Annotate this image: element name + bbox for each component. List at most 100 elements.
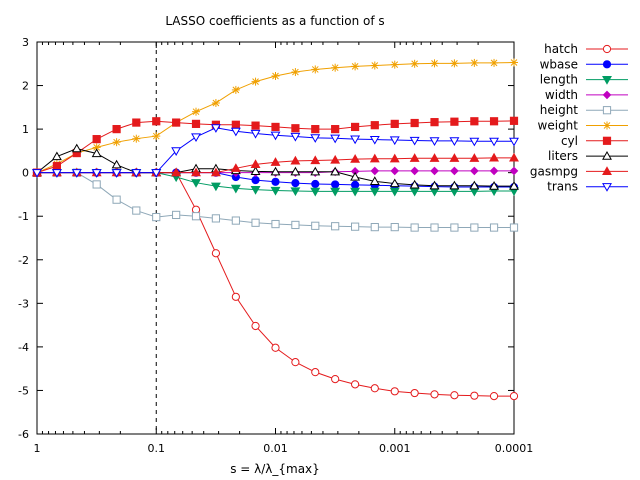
data-point-cyl bbox=[152, 117, 161, 126]
star-stroke bbox=[471, 59, 478, 67]
legend-swatch-marker bbox=[602, 76, 612, 85]
data-point-trans bbox=[91, 169, 102, 178]
data-point-weight bbox=[271, 71, 280, 80]
data-point-cyl bbox=[231, 120, 240, 129]
data-point-hatch bbox=[211, 249, 221, 258]
x-tick-label: 0.01 bbox=[263, 442, 288, 455]
data-point-liters bbox=[369, 176, 380, 185]
data-point-weight bbox=[410, 59, 419, 68]
legend-item-trans: trans bbox=[547, 180, 628, 194]
data-point-height bbox=[112, 195, 121, 204]
legend-swatch-marker bbox=[602, 44, 612, 54]
data-point-height bbox=[470, 223, 479, 232]
data-point-liters bbox=[290, 166, 301, 176]
data-point-gasmpg bbox=[191, 167, 201, 177]
data-point-weight bbox=[152, 132, 161, 141]
data-point-height bbox=[231, 216, 240, 225]
data-point-gasmpg bbox=[230, 163, 241, 172]
legend-item-cyl: cyl bbox=[561, 134, 628, 148]
data-point-height bbox=[291, 220, 300, 230]
data-point-height bbox=[351, 222, 360, 231]
data-point-wbase bbox=[271, 177, 280, 186]
data-point-cyl bbox=[509, 116, 519, 125]
legend-item-hatch: hatch bbox=[544, 42, 628, 56]
y-tick-label: 1 bbox=[22, 123, 29, 136]
data-point-cyl bbox=[470, 117, 479, 126]
data-point-liters bbox=[429, 180, 440, 190]
data-point-trans bbox=[270, 131, 281, 141]
data-point-hatch bbox=[231, 292, 240, 301]
data-point-length bbox=[310, 187, 321, 197]
data-point-liters bbox=[449, 180, 460, 190]
data-point-gasmpg bbox=[509, 152, 519, 162]
data-point-trans bbox=[51, 169, 62, 178]
data-point-trans bbox=[429, 137, 440, 146]
data-point-width bbox=[470, 166, 479, 176]
data-point-weight bbox=[430, 59, 439, 68]
data-point-wbase bbox=[351, 180, 360, 189]
data-point-gasmpg bbox=[449, 153, 460, 162]
legend-item-wbase: wbase bbox=[540, 57, 628, 71]
data-point-weight bbox=[390, 60, 399, 69]
legend-item-weight: weight bbox=[538, 119, 628, 133]
data-point-gasmpg bbox=[469, 153, 480, 162]
data-point-liters bbox=[409, 179, 420, 189]
data-point-length bbox=[369, 187, 380, 197]
data-point-weight bbox=[251, 77, 260, 86]
data-point-hatch bbox=[450, 391, 459, 400]
data-point-trans bbox=[131, 169, 142, 178]
data-point-gasmpg bbox=[489, 152, 500, 162]
y-tick-label: -2 bbox=[18, 254, 29, 267]
star-stroke bbox=[272, 72, 279, 80]
star-stroke bbox=[212, 99, 220, 107]
legend-item-width: width bbox=[545, 88, 628, 102]
legend-swatch-marker bbox=[602, 150, 612, 160]
data-point-trans bbox=[389, 136, 400, 146]
data-point-trans bbox=[71, 169, 82, 178]
data-point-width bbox=[410, 166, 419, 176]
star-stroke bbox=[490, 59, 498, 67]
data-point-trans bbox=[409, 136, 420, 146]
data-point-hatch bbox=[271, 343, 280, 352]
star-stroke bbox=[113, 138, 120, 146]
data-point-liters bbox=[389, 178, 400, 188]
data-point-liters bbox=[91, 148, 102, 158]
data-point-cyl bbox=[271, 122, 280, 132]
data-point-hatch bbox=[251, 321, 260, 331]
data-point-width bbox=[370, 166, 380, 176]
data-point-weight bbox=[470, 58, 479, 67]
data-point-cyl bbox=[450, 117, 459, 126]
data-point-liters bbox=[509, 181, 519, 190]
legend-label: width bbox=[545, 88, 578, 102]
data-point-weight bbox=[370, 61, 379, 70]
data-point-gasmpg bbox=[171, 167, 182, 177]
data-point-weight bbox=[351, 62, 360, 71]
data-point-liters bbox=[270, 166, 281, 176]
legend-label: cyl bbox=[561, 134, 578, 148]
data-point-cyl bbox=[489, 117, 499, 126]
y-tick-label: -5 bbox=[18, 384, 29, 397]
data-point-weight bbox=[490, 58, 499, 67]
data-point-weight bbox=[331, 63, 340, 72]
data-point-cyl bbox=[430, 118, 439, 127]
star-stroke bbox=[232, 86, 240, 94]
data-point-gasmpg bbox=[369, 153, 380, 163]
data-point-weight bbox=[211, 98, 220, 107]
legend-label: trans bbox=[547, 180, 578, 194]
data-point-cyl bbox=[311, 125, 320, 134]
y-tick-label: -3 bbox=[18, 297, 29, 310]
data-point-gasmpg bbox=[270, 157, 281, 166]
data-point-height bbox=[311, 221, 320, 230]
data-point-width bbox=[489, 166, 499, 176]
data-point-hatch bbox=[390, 387, 399, 396]
data-point-height bbox=[390, 223, 399, 232]
star-stroke bbox=[192, 108, 200, 116]
legend-label: hatch bbox=[544, 42, 578, 56]
x-tick-label: 0.0001 bbox=[495, 442, 534, 455]
legend-label: liters bbox=[548, 149, 578, 163]
data-point-cyl bbox=[132, 118, 141, 127]
data-point-gasmpg bbox=[210, 167, 221, 177]
data-point-weight bbox=[450, 59, 459, 68]
star-stroke bbox=[510, 59, 518, 66]
